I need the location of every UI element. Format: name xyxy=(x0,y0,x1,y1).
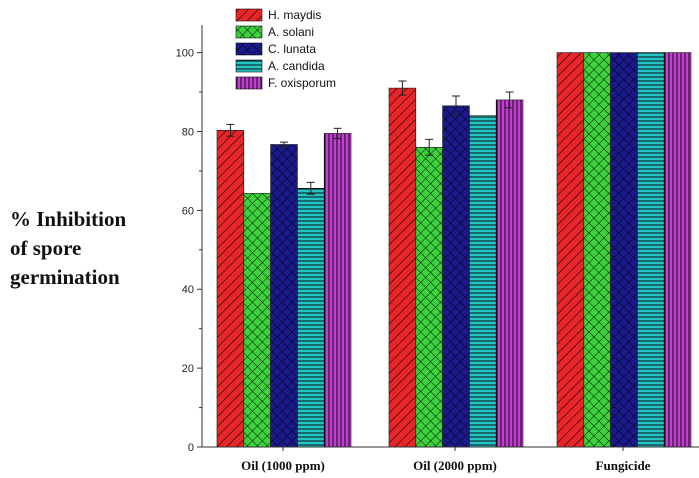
y-axis-label-line-3: germination xyxy=(10,265,120,289)
error-bar-c-lunata-oil-2000-ppm xyxy=(452,95,460,117)
error-bar-c-lunata-oil-1000-ppm xyxy=(280,141,288,148)
bar-c-lunata-fungicide xyxy=(610,52,638,448)
legend-swatch-hatch xyxy=(236,77,262,89)
legend-swatch-hatch xyxy=(236,60,262,72)
legend-label: C. lunata xyxy=(268,42,316,56)
error-bar-a-solani-oil-2000-ppm xyxy=(425,138,434,156)
bar-f-oxisporum-oil-2000-ppm xyxy=(495,99,524,448)
bar-f-oxisporum-oil-1000-ppm xyxy=(323,133,352,448)
legend-label: F. oxisporum xyxy=(268,76,336,90)
legend-label: A. candida xyxy=(268,59,325,73)
bar-a-solani-oil-1000-ppm xyxy=(243,193,271,448)
bar-a-solani-fungicide xyxy=(583,52,611,448)
legend-swatch-hatch xyxy=(236,9,262,21)
y-axis-label-line-2: of spore xyxy=(10,236,82,260)
legend-entry-f-oxisporum: F. oxisporum xyxy=(235,76,336,90)
bar-f-oxisporum-fungicide xyxy=(663,52,692,448)
y-tick-label: 80 xyxy=(182,126,194,138)
error-bar-f-oxisporum-oil-2000-ppm xyxy=(505,91,514,109)
x-axis-labels: Oil (1000 ppm) Oil (2000 ppm) Fungicide xyxy=(241,447,651,473)
y-axis-label-line-1: % Inhibition xyxy=(10,207,127,231)
legend-entry-h-maydis: H. maydis xyxy=(235,8,321,22)
legend-label: A. solani xyxy=(268,25,314,39)
bar-c-lunata-oil-1000-ppm xyxy=(270,144,298,448)
x-category-label: Oil (1000 ppm) xyxy=(241,458,325,473)
bar-c-lunata-oil-2000-ppm xyxy=(442,105,470,448)
y-axis: 0 20 40 60 80 100 xyxy=(176,25,699,454)
x-category-label: Fungicide xyxy=(596,458,651,473)
legend-entry-a-solani: A. solani xyxy=(235,25,314,39)
error-bar-f-oxisporum-oil-1000-ppm xyxy=(333,127,342,140)
legend-swatch-hatch xyxy=(236,26,262,38)
legend-entry-a-candida: A. candida xyxy=(235,59,325,73)
error-bar-a-candida-oil-1000-ppm xyxy=(306,181,315,195)
y-tick-label: 0 xyxy=(188,442,194,454)
y-axis-label: % Inhibition of spore germination xyxy=(10,205,160,292)
bar-h-maydis-oil-1000-ppm xyxy=(216,130,245,448)
error-bar-h-maydis-oil-2000-ppm xyxy=(398,80,407,96)
bar-a-candida-fungicide xyxy=(637,52,665,448)
y-tick-label: 40 xyxy=(182,284,194,296)
y-tick-label: 20 xyxy=(182,363,194,375)
x-category-label: Oil (2000 ppm) xyxy=(413,458,497,473)
bar-a-candida-oil-1000-ppm xyxy=(297,187,325,448)
legend-swatch-hatch xyxy=(236,43,262,55)
legend-entry-c-lunata: C. lunata xyxy=(235,42,316,56)
y-tick-label: 100 xyxy=(176,48,194,60)
bar-a-solani-oil-2000-ppm xyxy=(415,146,443,448)
bars-layer xyxy=(216,52,692,448)
y-tick-label: 60 xyxy=(182,205,194,217)
bar-h-maydis-oil-2000-ppm xyxy=(388,87,417,448)
error-bar-h-maydis-oil-1000-ppm xyxy=(226,123,235,137)
legend-label: H. maydis xyxy=(268,8,321,22)
bar-h-maydis-fungicide xyxy=(556,52,585,448)
bar-a-candida-oil-2000-ppm xyxy=(469,115,497,448)
legend: H. maydis A. solani C. lunata A. candida F. … xyxy=(235,8,336,90)
